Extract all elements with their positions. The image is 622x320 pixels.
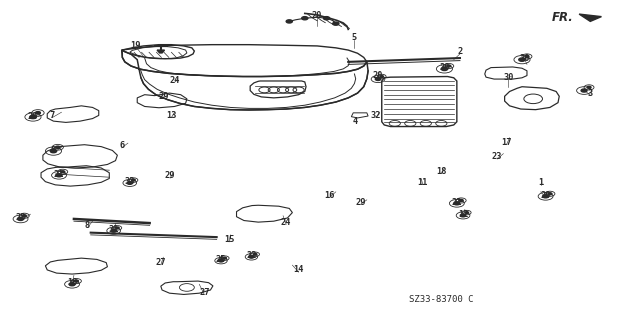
Circle shape bbox=[30, 115, 36, 119]
Circle shape bbox=[525, 55, 529, 58]
Text: 32: 32 bbox=[371, 111, 381, 120]
Text: 20: 20 bbox=[520, 53, 531, 62]
Text: 28: 28 bbox=[16, 213, 26, 222]
Circle shape bbox=[587, 86, 591, 88]
Text: 17: 17 bbox=[501, 138, 512, 147]
Circle shape bbox=[375, 78, 381, 80]
Text: 9: 9 bbox=[51, 146, 56, 155]
Text: 20: 20 bbox=[439, 63, 450, 72]
Text: 15: 15 bbox=[224, 235, 234, 244]
Circle shape bbox=[581, 89, 587, 92]
Text: 20: 20 bbox=[541, 190, 551, 200]
Text: 27: 27 bbox=[156, 258, 166, 267]
Circle shape bbox=[75, 280, 78, 282]
Text: 2: 2 bbox=[457, 47, 463, 56]
Text: 14: 14 bbox=[294, 265, 304, 275]
Text: 6: 6 bbox=[119, 141, 124, 150]
Text: FR.: FR. bbox=[552, 11, 573, 24]
Text: 5: 5 bbox=[352, 33, 357, 42]
Circle shape bbox=[22, 215, 26, 217]
Circle shape bbox=[447, 65, 451, 67]
Polygon shape bbox=[579, 14, 601, 21]
Circle shape bbox=[111, 229, 116, 232]
Text: 18: 18 bbox=[436, 167, 447, 176]
Circle shape bbox=[286, 20, 292, 23]
Circle shape bbox=[17, 217, 24, 220]
Circle shape bbox=[218, 260, 223, 262]
Circle shape bbox=[56, 174, 62, 177]
Circle shape bbox=[223, 257, 226, 259]
Circle shape bbox=[441, 67, 448, 70]
Circle shape bbox=[548, 193, 552, 195]
Text: 8: 8 bbox=[85, 221, 90, 230]
Circle shape bbox=[542, 195, 549, 198]
Text: 20: 20 bbox=[312, 11, 322, 20]
Circle shape bbox=[465, 212, 468, 213]
Polygon shape bbox=[157, 50, 165, 53]
Text: 30: 30 bbox=[503, 73, 514, 82]
Circle shape bbox=[302, 17, 308, 20]
Circle shape bbox=[61, 171, 65, 173]
Text: 21: 21 bbox=[53, 170, 64, 179]
Text: SZ33-83700 C: SZ33-83700 C bbox=[409, 295, 473, 304]
Circle shape bbox=[249, 256, 254, 258]
Text: 11: 11 bbox=[417, 178, 428, 187]
Text: 29: 29 bbox=[158, 92, 169, 101]
Circle shape bbox=[69, 283, 75, 286]
Text: 27: 27 bbox=[199, 288, 210, 297]
Circle shape bbox=[50, 149, 57, 153]
Text: 24: 24 bbox=[281, 218, 292, 227]
Text: 3: 3 bbox=[588, 89, 593, 98]
Circle shape bbox=[55, 146, 60, 148]
Circle shape bbox=[380, 76, 384, 77]
Circle shape bbox=[253, 253, 257, 255]
Text: 20: 20 bbox=[373, 71, 383, 80]
Circle shape bbox=[323, 17, 330, 20]
Circle shape bbox=[35, 112, 40, 114]
Text: 16: 16 bbox=[324, 190, 335, 200]
Circle shape bbox=[127, 181, 132, 184]
Circle shape bbox=[116, 227, 119, 229]
Circle shape bbox=[132, 179, 135, 181]
Circle shape bbox=[454, 202, 460, 205]
Text: 29: 29 bbox=[165, 172, 175, 180]
Circle shape bbox=[333, 22, 339, 25]
Text: 23: 23 bbox=[492, 152, 503, 161]
Text: 1: 1 bbox=[538, 178, 543, 187]
Text: 7: 7 bbox=[50, 111, 55, 120]
Circle shape bbox=[460, 214, 466, 217]
Text: 13: 13 bbox=[166, 111, 177, 120]
Circle shape bbox=[519, 58, 525, 61]
Circle shape bbox=[459, 199, 463, 202]
Text: 26: 26 bbox=[28, 112, 38, 121]
Text: 21: 21 bbox=[452, 197, 462, 206]
Text: 33: 33 bbox=[124, 177, 135, 186]
Text: 10: 10 bbox=[67, 278, 77, 287]
Text: 31: 31 bbox=[108, 225, 119, 234]
Text: 22: 22 bbox=[246, 251, 257, 260]
Text: 29: 29 bbox=[355, 197, 366, 206]
Text: 24: 24 bbox=[169, 76, 180, 85]
Text: 4: 4 bbox=[353, 117, 358, 126]
Text: 25: 25 bbox=[216, 255, 226, 264]
Text: 19: 19 bbox=[131, 41, 141, 50]
Text: 12: 12 bbox=[458, 210, 468, 219]
